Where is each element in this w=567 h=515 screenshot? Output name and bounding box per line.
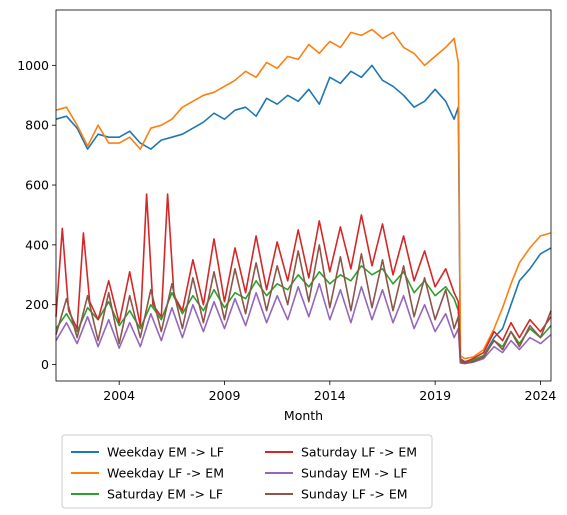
series-line-2: [55, 28, 552, 360]
series-lines: [55, 28, 552, 365]
series-line-1: [55, 64, 552, 363]
x-tick-label: 2004: [103, 388, 135, 403]
legend-label: Sunday EM -> LF: [301, 466, 408, 481]
y-axis: 0 200 400 600 800 1000: [17, 58, 56, 372]
legend: Weekday EM -> LF Weekday LF -> EM Saturday…: [61, 434, 433, 509]
legend-label: Saturday EM -> LF: [107, 487, 223, 502]
series-line-3: [55, 264, 552, 364]
x-axis-label: Month: [284, 408, 323, 423]
legend-label: Saturday LF -> EM: [301, 445, 417, 460]
legend-label: Sunday LF -> EM: [301, 487, 408, 502]
legend-label: Weekday LF -> EM: [107, 466, 224, 481]
x-tick-label: 2024: [525, 388, 557, 403]
y-tick-label: 800: [25, 118, 49, 133]
series-line-6: [55, 244, 552, 365]
y-tick-label: 1000: [17, 58, 49, 73]
y-tick-label: 600: [25, 178, 49, 193]
y-tick-label: 400: [25, 237, 49, 252]
legend-label: Weekday EM -> LF: [107, 445, 224, 460]
y-tick-label: 0: [41, 357, 49, 372]
plot-frame: [55, 9, 552, 382]
x-tick-label: 2009: [209, 388, 241, 403]
x-tick-label: 2019: [419, 388, 451, 403]
x-tick-label: 2014: [314, 388, 346, 403]
y-tick-label: 200: [25, 297, 49, 312]
legend-box: [61, 434, 433, 509]
x-axis: 2004 2009 2014 2019 2024: [103, 381, 556, 403]
series-line-4: [55, 193, 552, 364]
